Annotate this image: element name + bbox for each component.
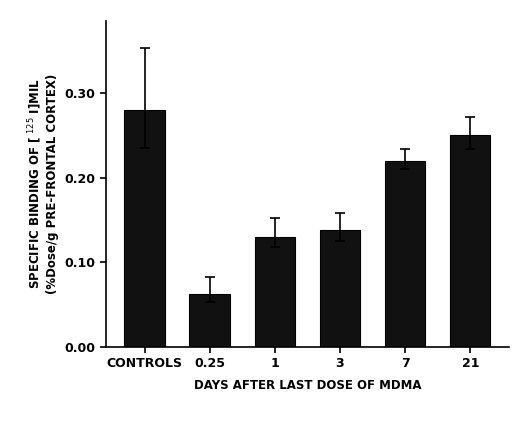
- Bar: [189, 294, 230, 347]
- Y-axis label: SPECIFIC BINDING OF [ $^{125}$ I]MIL
(%Dose/g PRE-FRONTAL CORTEX): SPECIFIC BINDING OF [ $^{125}$ I]MIL (%D…: [26, 74, 59, 294]
- Bar: [125, 110, 165, 347]
- Bar: [450, 135, 490, 347]
- Bar: [385, 161, 426, 347]
- Bar: [320, 230, 360, 347]
- Bar: [254, 237, 295, 347]
- X-axis label: DAYS AFTER LAST DOSE OF MDMA: DAYS AFTER LAST DOSE OF MDMA: [193, 379, 421, 392]
